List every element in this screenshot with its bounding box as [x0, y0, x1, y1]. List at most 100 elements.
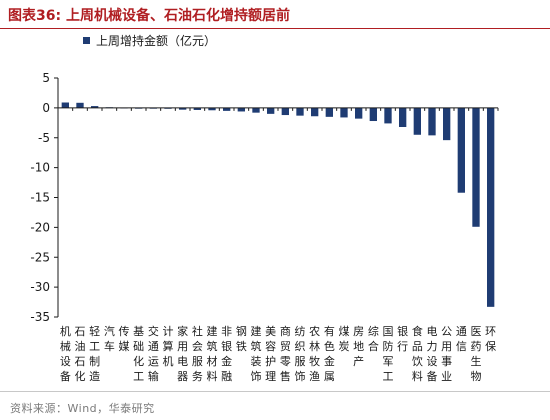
bar	[179, 107, 187, 110]
category-label: 综合	[368, 324, 379, 353]
category-label-char: 信	[456, 340, 467, 353]
category-label-char: 媒	[119, 340, 130, 353]
category-label: 房地产	[353, 325, 364, 368]
category-label-char: 食	[412, 324, 423, 338]
category-label-char: 备	[60, 369, 71, 383]
category-label-char: 设	[60, 355, 71, 368]
category-label: 煤炭	[339, 325, 350, 353]
category-label-char: 通	[148, 340, 159, 353]
category-label-char: 石	[75, 355, 86, 368]
category-label-char: 工	[89, 340, 100, 353]
bar	[325, 107, 333, 117]
category-label-char: 建	[251, 324, 262, 338]
category-label-char: 电	[427, 325, 438, 338]
category-label-char: 料	[412, 369, 423, 383]
chart-title: 图表36: 上周机械设备、石油石化增持额居前	[8, 8, 290, 24]
category-label: 银行	[397, 324, 408, 353]
category-label-char: 器	[177, 370, 188, 383]
x-axis	[57, 107, 499, 111]
category-label-char: 算	[163, 339, 174, 353]
bar	[223, 107, 231, 111]
bar	[237, 107, 245, 112]
bar	[91, 106, 99, 108]
y-tick-label: 5	[42, 71, 50, 85]
category-label-char: 石	[75, 325, 86, 338]
category-label-char: 美	[265, 325, 276, 338]
category-label-char: 筑	[251, 339, 262, 353]
category-label-char: 地	[353, 340, 364, 353]
legend-label: 上周增持金额（亿元）	[96, 33, 216, 48]
category-label-char: 车	[104, 339, 115, 353]
category-label-char: 运	[148, 355, 159, 368]
bar	[340, 107, 348, 118]
category-label-char: 售	[280, 369, 291, 383]
category-label-char: 业	[441, 370, 452, 383]
category-label-char: 社	[192, 324, 203, 338]
category-label-char: 环	[485, 325, 496, 338]
category-label-char: 贸	[280, 340, 291, 353]
category-label-char: 纺	[295, 324, 306, 338]
bar	[355, 107, 363, 119]
y-tick-label: -10	[30, 161, 50, 175]
category-label-char: 综	[368, 324, 379, 338]
category-label-char: 金	[221, 354, 232, 368]
category-label-char: 药	[471, 340, 482, 353]
category-label: 钢铁	[236, 325, 247, 353]
category-label: 通信	[456, 325, 467, 353]
category-label-char: 用	[177, 340, 188, 353]
category-label-char: 医	[471, 325, 482, 338]
category-label-char: 务	[192, 370, 203, 383]
bar	[61, 102, 69, 108]
category-label-char: 基	[133, 325, 144, 338]
category-label-char: 制	[89, 355, 100, 368]
category-label-char: 合	[368, 339, 379, 353]
category-label-char: 公	[441, 325, 452, 338]
category-label-char: 非	[221, 325, 232, 338]
category-label-char: 建	[207, 324, 218, 338]
y-tick-label: -20	[30, 220, 50, 234]
bar	[281, 107, 289, 116]
source-note: 资料来源：Wind，华泰研究	[10, 402, 155, 415]
bar	[76, 102, 84, 108]
category-label-char: 炭	[339, 340, 350, 353]
bar	[208, 107, 216, 111]
category-label-char: 渔	[309, 370, 320, 383]
category-label-char: 轻	[89, 324, 100, 338]
legend: 上周增持金额（亿元）	[83, 33, 216, 48]
category-label-char: 生	[471, 354, 482, 368]
category-label-char: 理	[265, 370, 276, 383]
y-tick-label: -15	[30, 191, 50, 205]
category-label-char: 油	[75, 339, 86, 353]
category-label-char: 农	[309, 324, 320, 338]
category-label-char: 品	[412, 340, 423, 353]
bar	[267, 107, 275, 114]
bar	[413, 107, 421, 135]
category-label-char: 计	[163, 325, 174, 338]
category-label-char: 机	[163, 354, 174, 368]
bar	[428, 107, 436, 136]
source-divider	[0, 391, 550, 392]
category-label-char: 材	[207, 354, 218, 368]
bar	[457, 107, 465, 193]
category-label-char: 物	[471, 369, 482, 383]
category-label-char: 服	[192, 355, 203, 368]
category-label-char: 工	[133, 370, 144, 383]
category-label-char: 融	[221, 370, 232, 383]
category-label-char: 铁	[236, 340, 247, 353]
y-axis: 5 0 -5 -10 -15 -20 -25 -30 -35	[30, 71, 59, 324]
category-label-char: 汽	[104, 324, 115, 338]
category-label-char: 国	[383, 325, 394, 338]
category-label: 环保	[485, 325, 496, 353]
category-label-char: 军	[383, 355, 394, 368]
bar	[399, 107, 407, 127]
category-label-char: 商	[280, 324, 291, 338]
